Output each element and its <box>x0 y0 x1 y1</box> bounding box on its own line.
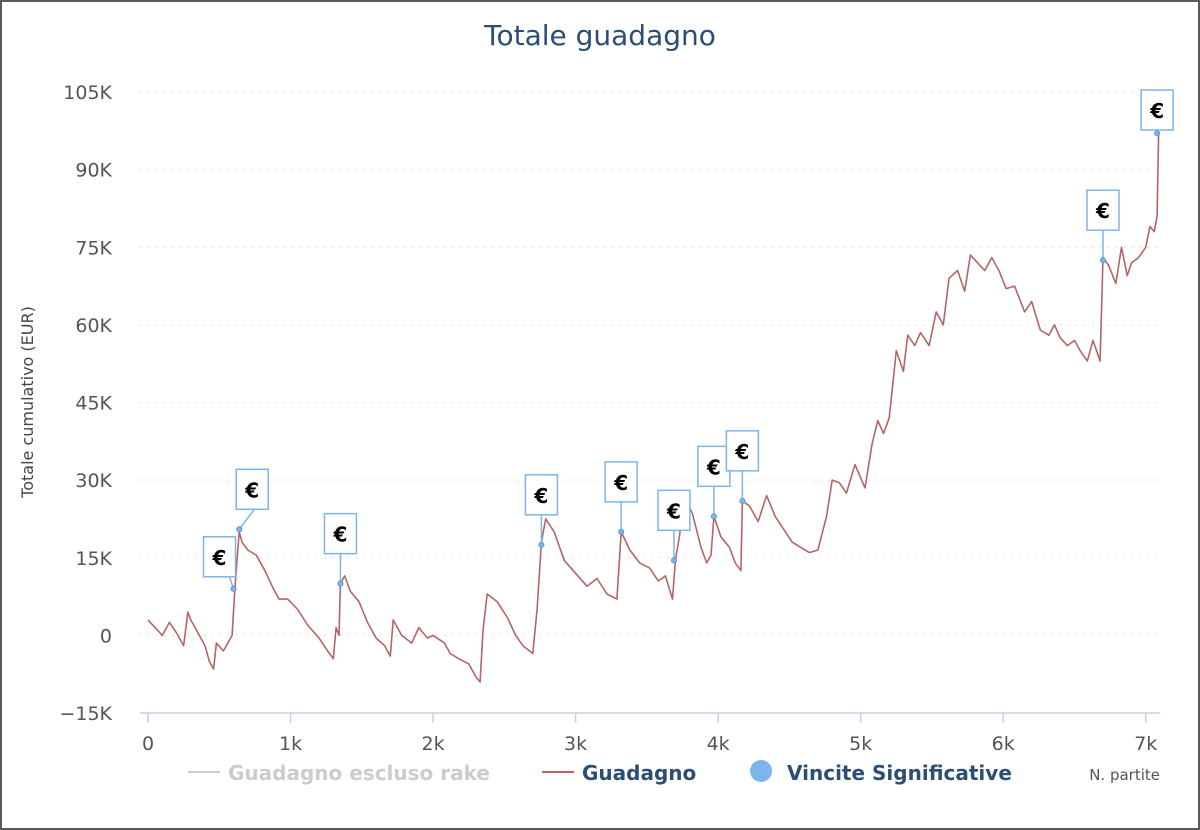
y-tick-label: 0 <box>100 625 112 647</box>
flag-box <box>1086 189 1120 231</box>
y-tick-label: 75K <box>75 237 112 259</box>
series-layer <box>147 133 1160 683</box>
significant-win-flag[interactable]: € <box>604 461 638 535</box>
euro-symbol: € <box>1095 199 1110 223</box>
marker-point <box>230 585 237 592</box>
marker-point <box>538 541 545 548</box>
x-tick-label: 2k <box>422 733 445 755</box>
y-tick-label: 90K <box>75 160 112 182</box>
euro-symbol: € <box>613 471 628 495</box>
marker-point <box>1154 130 1161 137</box>
legend-label: Guadagno <box>582 761 696 785</box>
y-axis-ticks: −15K 0 15K 30K 45K 60K 75K 90K 105K <box>59 82 112 725</box>
y-tick-label: 105K <box>63 82 112 104</box>
chart-title: Totale guadagno <box>483 19 716 52</box>
significant-win-flag[interactable]: € <box>1140 89 1174 137</box>
significant-win-flag[interactable]: € <box>524 474 559 548</box>
legend-item-guadagno[interactable]: Guadagno <box>542 761 696 785</box>
marker-point <box>739 497 746 504</box>
y-tick-label: 45K <box>75 393 112 415</box>
significant-win-flag[interactable]: € <box>235 468 269 533</box>
significant-win-flag[interactable]: € <box>697 445 731 520</box>
significant-win-flag[interactable]: € <box>202 536 237 592</box>
marker-point <box>236 526 243 533</box>
legend[interactable]: Guadagno escluso rake Guadagno Vincite Sig… <box>188 760 1012 785</box>
x-tick-label: 6k <box>992 733 1015 755</box>
euro-symbol: € <box>533 484 548 508</box>
x-tick-label: 0 <box>142 733 154 755</box>
y-tick-label: 15K <box>75 548 112 570</box>
x-axis: 0 1k 2k 3k 4k 5k 6k 7k <box>140 712 1160 755</box>
marker-flags: € € € € € € € € € € <box>202 89 1174 592</box>
euro-symbol: € <box>666 499 681 523</box>
significant-win-flag[interactable]: € <box>725 430 760 504</box>
flag-box <box>657 489 691 532</box>
euro-symbol: € <box>706 455 721 479</box>
marker-point <box>618 528 625 535</box>
euro-symbol: € <box>244 478 259 502</box>
flag-box <box>725 430 760 472</box>
y-tick-label: 30K <box>75 470 112 492</box>
x-tick-label: 4k <box>707 733 730 755</box>
legend-symbol <box>750 760 772 782</box>
euro-symbol: € <box>1149 99 1164 123</box>
flag-box <box>235 468 269 511</box>
legend-label: Vincite Significative <box>787 761 1012 785</box>
marker-point <box>710 513 717 520</box>
significant-win-flag[interactable]: € <box>323 512 358 587</box>
grid-lines <box>140 91 1160 637</box>
flag-box <box>524 474 559 516</box>
y-tick-label: 60K <box>75 315 112 337</box>
flag-box <box>202 536 237 578</box>
marker-point <box>337 580 344 587</box>
legend-item-vincite-significative[interactable]: Vincite Significative <box>750 760 1012 785</box>
euro-symbol: € <box>332 523 347 547</box>
significant-win-flag[interactable]: € <box>1086 189 1120 264</box>
euro-symbol: € <box>212 546 227 570</box>
y-tick-label: −15K <box>59 703 112 725</box>
x-axis-title: N. partite <box>1089 766 1160 784</box>
flag-box <box>604 461 638 503</box>
y-axis-title: Totale cumulativo (EUR) <box>18 306 37 499</box>
flag-connector <box>238 508 255 530</box>
legend-label: Guadagno escluso rake <box>228 761 490 785</box>
marker-point <box>670 557 677 564</box>
flag-box <box>1140 89 1174 131</box>
x-tick-label: 1k <box>279 733 302 755</box>
series-line-guadagno <box>147 133 1160 683</box>
significant-win-flag[interactable]: € <box>657 489 691 564</box>
flag-box <box>323 512 358 555</box>
x-tick-label: 7k <box>1134 733 1157 755</box>
marker-point <box>1099 257 1106 264</box>
x-tick-label: 3k <box>564 733 587 755</box>
euro-symbol: € <box>734 440 749 464</box>
legend-item-guadagno-escluso-rake[interactable]: Guadagno escluso rake <box>188 761 490 785</box>
flag-box <box>697 445 731 488</box>
x-tick-label: 5k <box>849 733 872 755</box>
